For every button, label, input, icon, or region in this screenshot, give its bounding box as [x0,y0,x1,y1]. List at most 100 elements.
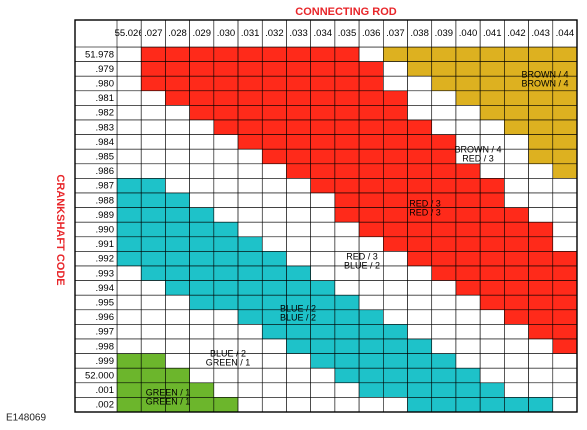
cell [116,163,142,179]
cell [140,61,166,77]
cell [213,251,239,267]
cell [383,105,408,121]
cell [189,105,215,121]
cell [189,119,215,135]
cell [261,324,287,340]
cell [431,353,457,369]
column-header: .044 [556,28,575,39]
cell [116,265,142,281]
cell [528,207,554,223]
cell [286,105,311,121]
cell [213,148,239,165]
cell [552,119,578,135]
cell [189,294,215,311]
cell [407,61,433,77]
cell [407,397,433,413]
column-header: .029 [192,28,211,39]
cell [455,178,481,194]
cell [165,134,190,150]
cell [165,236,190,252]
cell [189,192,215,208]
cell [310,338,336,354]
cell [189,75,215,92]
cell [479,75,505,92]
cell [455,397,481,413]
cell [479,192,505,208]
row-header: .980 [96,79,115,90]
cell [261,105,287,121]
cell [358,61,384,77]
cell [552,309,578,325]
cell [431,265,457,281]
column-header: .040 [459,28,478,39]
cell [407,221,433,238]
cell [286,75,311,92]
cell [552,265,578,281]
cell [165,105,190,121]
cell [407,265,433,281]
cell [358,367,384,384]
cell [479,90,505,106]
cell [479,163,505,179]
cell [140,294,166,311]
cell [140,236,166,252]
cell [261,221,287,238]
column-header: .041 [483,28,502,39]
cell [261,236,287,252]
cell [528,236,554,252]
row-header: .986 [96,166,115,177]
cell [165,90,190,106]
cell [237,105,263,121]
cell [479,265,505,281]
cell [237,207,263,223]
cell [261,367,287,384]
cell [455,353,481,369]
cell [528,134,554,150]
cell [165,221,190,238]
row-header: 52.000 [85,371,114,382]
cell [431,324,457,340]
cell [140,353,166,369]
cell [189,221,215,238]
cell [237,75,263,92]
cell [213,221,239,238]
cell [528,178,554,194]
cell [334,382,360,398]
cell [431,178,457,194]
cell [116,397,142,413]
cell [140,280,166,296]
cell [504,265,529,281]
cell [383,134,408,150]
cell [407,178,433,194]
cell [528,251,554,267]
cell [358,382,384,398]
cell [261,338,287,354]
cell [116,353,142,369]
cell [165,207,190,223]
cell [140,265,166,281]
cell [237,221,263,238]
row-header: .996 [96,312,115,323]
cell [237,119,263,135]
cell [455,236,481,252]
cell [528,265,554,281]
cell [479,397,505,413]
cell [213,382,239,398]
cell [189,207,215,223]
row-header: .991 [96,239,115,250]
cell [213,192,239,208]
cell [431,280,457,296]
region-label: BLUE / 2 [210,348,246,358]
cell [479,207,505,223]
cell [116,178,142,194]
cell [237,309,263,325]
cell [140,148,166,165]
cell [383,294,408,311]
cell [189,178,215,194]
cell [310,397,336,413]
cell [140,134,166,150]
cell [213,75,239,92]
cell [189,236,215,252]
cell [528,338,554,354]
cell [358,294,384,311]
